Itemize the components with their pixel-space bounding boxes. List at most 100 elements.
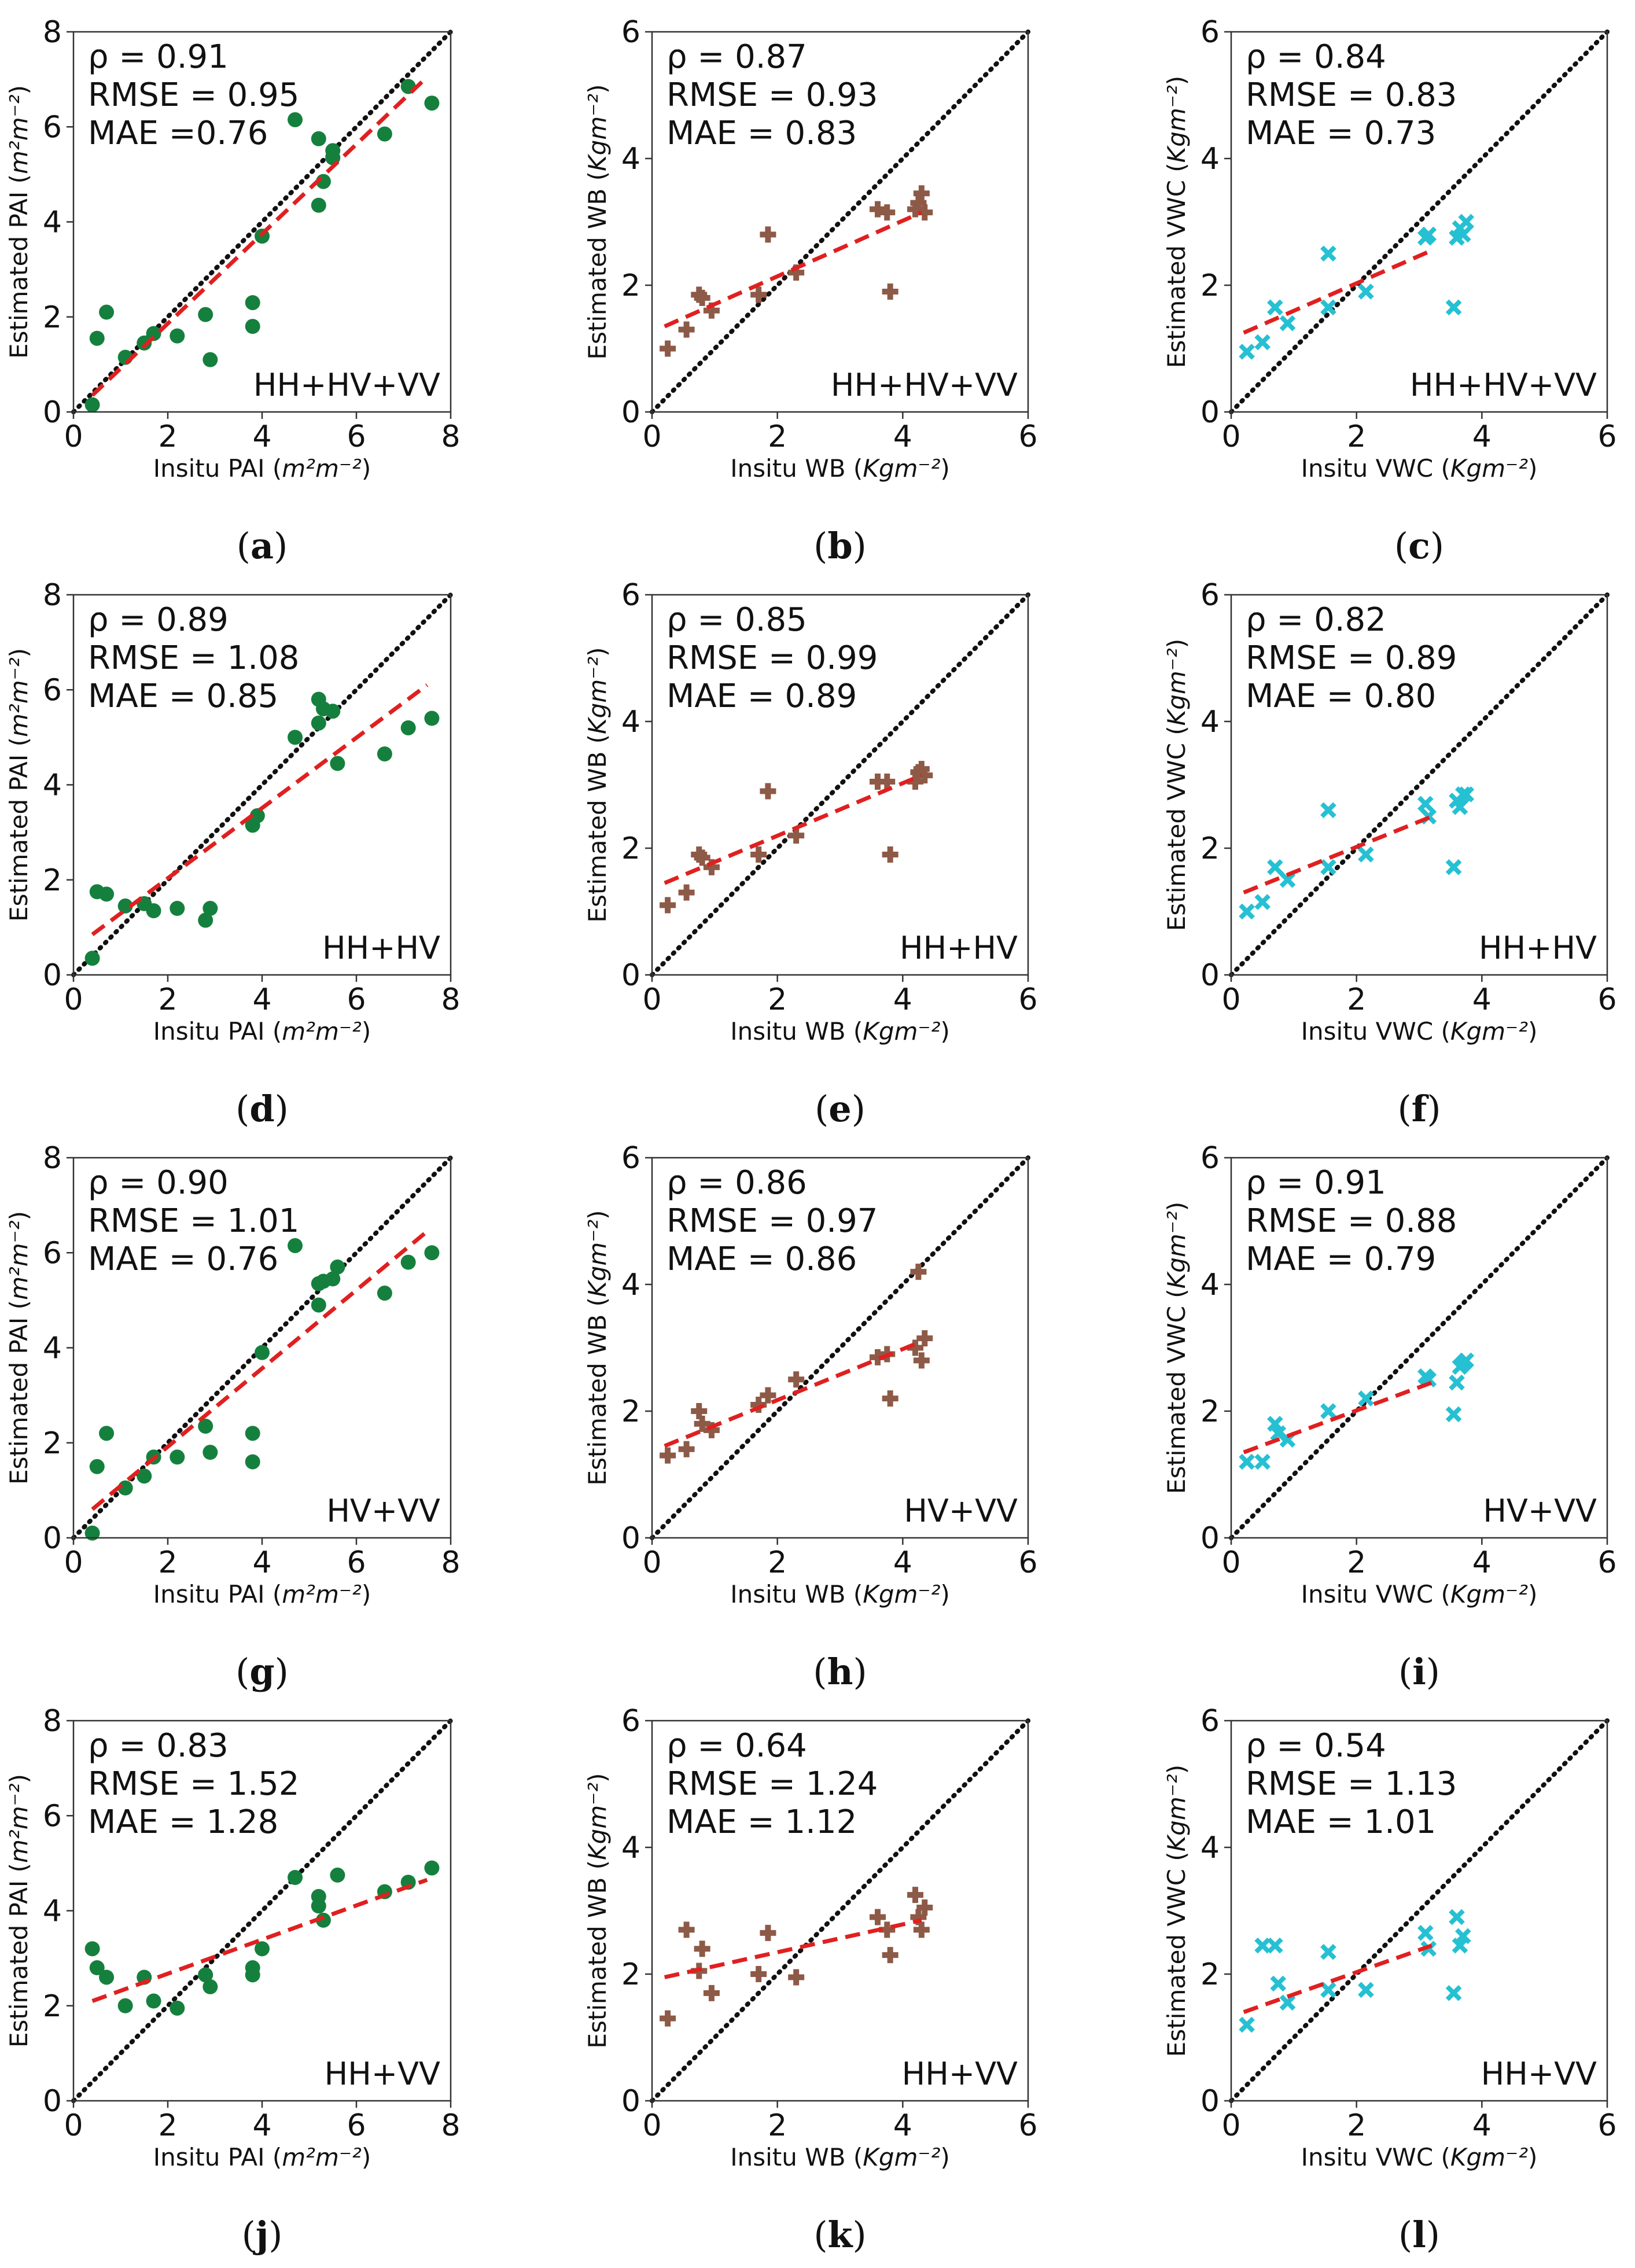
plot-frame xyxy=(651,1720,1029,2102)
y-tick-label: 6 xyxy=(621,578,640,613)
x-axis-label-close: ) xyxy=(362,454,371,483)
data-point-x xyxy=(1445,1406,1462,1423)
data-point-plus xyxy=(660,2010,676,2027)
y-tick-label: 0 xyxy=(43,1521,62,1556)
data-point-x xyxy=(1239,903,1255,920)
x-tick-label: 4 xyxy=(252,1545,271,1580)
x-axis-label: Insitu PAI (m²m⁻²) xyxy=(153,1017,371,1045)
x-axis-label: Insitu PAI (m²m⁻²) xyxy=(153,2143,371,2171)
stat-mae: MAE =0.76 xyxy=(88,115,268,152)
data-point-circle xyxy=(245,1426,260,1441)
x-tick-label: 6 xyxy=(1597,1545,1616,1580)
data-point-x xyxy=(1358,1390,1374,1407)
data-point-x xyxy=(1449,1374,1465,1391)
y-axis-label-close: ) xyxy=(583,1773,612,1782)
panel-caption-open: ( xyxy=(1398,1651,1412,1693)
data-point-x xyxy=(1270,1975,1287,1992)
panel-caption-letter: l xyxy=(1412,2214,1426,2256)
data-point-plus xyxy=(750,846,767,863)
y-tick-label: 2 xyxy=(43,300,62,335)
data-point-plus xyxy=(678,1441,695,1457)
x-tick-label: 0 xyxy=(64,982,83,1017)
panel-caption: (c) xyxy=(1394,525,1444,567)
polarization-label: HV+VV xyxy=(326,1493,440,1529)
data-point-circle xyxy=(99,304,115,320)
x-tick-label: 4 xyxy=(893,2108,912,2143)
panel-caption-letter: h xyxy=(827,1651,853,1693)
data-point-plus xyxy=(879,774,896,790)
data-point-circle xyxy=(198,1967,213,1983)
data-point-plus xyxy=(691,286,708,303)
y-tick-label: 4 xyxy=(1201,1831,1220,1865)
data-point-circle xyxy=(325,1271,341,1287)
panel-caption-letter: e xyxy=(828,1088,851,1130)
panel-caption: (g) xyxy=(235,1651,289,1693)
stat-mae: MAE = 0.83 xyxy=(666,115,857,152)
one-to-one-line xyxy=(650,30,1030,414)
x-tick-label: 6 xyxy=(1597,982,1616,1017)
data-point-circle xyxy=(198,1419,213,1434)
x-axis-label-close: ) xyxy=(940,1017,949,1045)
regression-line xyxy=(91,1877,428,2003)
data-point-x xyxy=(1267,1937,1283,1954)
data-point-x xyxy=(1455,1928,1471,1945)
data-point-plus xyxy=(694,1941,710,1957)
plot-frame xyxy=(1230,1720,1608,2102)
x-axis-label-main: Insitu VWC ( xyxy=(1301,1017,1450,1045)
data-point-plus xyxy=(750,1966,767,1982)
data-point-plus xyxy=(870,1909,886,1925)
y-tick-label: 6 xyxy=(43,1236,62,1271)
data-point-x xyxy=(1239,1453,1255,1470)
polarization-label: HH+HV xyxy=(322,930,440,966)
data-point-plus xyxy=(703,1422,720,1438)
x-tick-label: 6 xyxy=(1018,419,1037,454)
x-tick-label: 2 xyxy=(158,419,177,454)
data-point-plus xyxy=(703,859,720,875)
one-to-one-line xyxy=(1229,1718,1610,2103)
x-tick-label: 0 xyxy=(64,1545,83,1580)
panel-caption-open: ( xyxy=(813,1651,827,1693)
stat-mae: MAE = 0.86 xyxy=(666,1240,857,1278)
panel-caption-close: ) xyxy=(1427,1088,1441,1130)
y-axis-label-unit: Kgm⁻² xyxy=(583,1783,612,1860)
stat-rmse: RMSE = 0.83 xyxy=(1246,76,1457,114)
data-point-x xyxy=(1452,798,1468,815)
regression-line xyxy=(1243,815,1433,894)
x-axis-label-close: ) xyxy=(1528,1017,1537,1045)
x-axis-label: Insitu VWC (Kgm⁻²) xyxy=(1301,454,1538,483)
y-axis-label-main: Estimated PAI ( xyxy=(5,174,33,359)
panel-caption-open: ( xyxy=(813,525,827,567)
data-point-plus xyxy=(870,1349,886,1365)
data-point-x xyxy=(1445,1985,1462,2001)
x-tick-label: 2 xyxy=(1347,419,1366,454)
panel-caption-close: ) xyxy=(275,1651,289,1693)
data-point-plus xyxy=(788,264,805,281)
stat-rmse: RMSE = 1.52 xyxy=(88,1765,299,1803)
x-axis-label-main: Insitu VWC ( xyxy=(1301,454,1450,483)
x-tick-label: 6 xyxy=(347,1545,366,1580)
plot-frame xyxy=(1230,594,1608,976)
data-point-circle xyxy=(245,295,260,311)
data-point-plus xyxy=(760,1387,776,1404)
data-point-plus xyxy=(691,1403,708,1419)
x-tick-label: 0 xyxy=(64,419,83,454)
y-axis-label-unit: Kgm⁻² xyxy=(1162,1211,1191,1288)
stat-rmse: RMSE = 1.08 xyxy=(88,639,299,677)
data-point-circle xyxy=(117,1480,133,1496)
x-axis-label-main: Insitu PAI ( xyxy=(153,1017,282,1045)
data-point-circle xyxy=(325,143,341,159)
data-point-circle xyxy=(255,1345,270,1360)
data-point-circle xyxy=(146,326,161,341)
stat-rmse: RMSE = 0.93 xyxy=(666,76,878,114)
x-axis-label-close: ) xyxy=(1528,2143,1537,2171)
y-axis-label-main: Estimated VWC ( xyxy=(1162,1851,1191,2057)
data-point-circle xyxy=(424,1860,440,1876)
data-point-circle xyxy=(89,1459,105,1474)
panel-caption-close: ) xyxy=(1430,525,1444,567)
y-tick-label: 4 xyxy=(43,205,62,240)
y-axis-label-unit: m²m⁻² xyxy=(5,657,33,737)
